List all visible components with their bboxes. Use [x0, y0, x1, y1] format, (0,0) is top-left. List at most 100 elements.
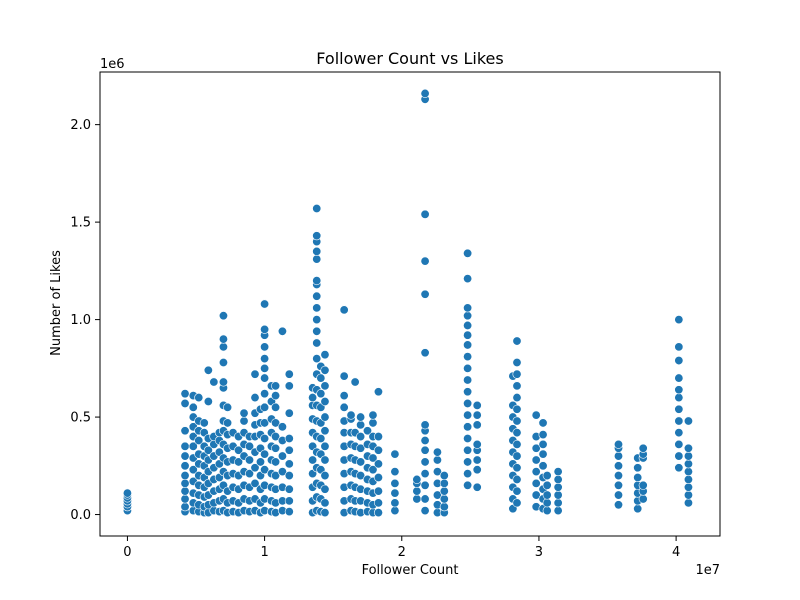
data-point — [346, 410, 356, 420]
data-point — [683, 498, 693, 508]
data-point — [420, 289, 430, 299]
data-point — [512, 404, 522, 414]
data-point — [432, 455, 442, 465]
data-point — [683, 443, 693, 453]
data-point — [260, 389, 270, 399]
data-point — [271, 443, 281, 453]
data-point — [180, 494, 190, 504]
data-point — [674, 315, 684, 325]
data-point — [542, 471, 552, 481]
y-tick-label: 1.0 — [70, 313, 91, 328]
data-point — [122, 488, 132, 498]
data-point — [356, 457, 366, 467]
data-point — [312, 354, 322, 364]
data-point — [271, 471, 281, 481]
data-point — [538, 430, 548, 440]
data-point — [320, 508, 330, 518]
plot-frame — [99, 71, 721, 537]
data-point — [512, 439, 522, 449]
data-point — [472, 465, 482, 475]
data-point — [463, 469, 473, 479]
data-point — [320, 412, 330, 422]
data-point — [312, 291, 322, 301]
data-point — [320, 471, 330, 481]
data-point — [472, 400, 482, 410]
data-point — [260, 363, 270, 373]
data-point — [390, 488, 400, 498]
data-point — [356, 432, 366, 442]
x-tick-label: 4 — [672, 545, 680, 560]
data-point — [553, 482, 563, 492]
data-point — [472, 482, 482, 492]
data-point — [320, 455, 330, 465]
data-point — [368, 418, 378, 428]
data-point — [320, 365, 330, 375]
data-point — [674, 428, 684, 438]
data-point — [312, 254, 322, 264]
data-point — [312, 203, 322, 213]
data-point — [284, 381, 294, 391]
data-point — [463, 274, 473, 284]
data-point — [538, 449, 548, 459]
data-point — [439, 486, 449, 496]
data-point — [420, 480, 430, 490]
data-point — [368, 465, 378, 475]
data-point — [633, 473, 643, 483]
data-point — [420, 445, 430, 455]
data-point — [260, 449, 270, 459]
data-point — [512, 474, 522, 484]
data-point — [390, 478, 400, 488]
data-point — [277, 422, 287, 432]
data-point — [463, 434, 473, 444]
data-point — [531, 478, 541, 488]
data-point — [390, 467, 400, 477]
data-point — [245, 469, 255, 479]
data-point — [350, 377, 360, 387]
data-point — [638, 494, 648, 504]
data-point — [194, 435, 204, 445]
data-point — [420, 88, 430, 98]
data-point — [613, 461, 623, 471]
data-point — [439, 478, 449, 488]
data-point — [260, 354, 270, 364]
data-point — [420, 506, 430, 516]
data-point — [613, 451, 623, 461]
data-point — [320, 426, 330, 436]
data-point — [531, 467, 541, 477]
data-point — [260, 342, 270, 352]
data-point — [463, 248, 473, 258]
data-point — [633, 463, 643, 473]
data-point — [674, 404, 684, 414]
data-point — [260, 418, 270, 428]
data-point — [373, 432, 383, 442]
data-point — [463, 320, 473, 330]
x-tick-label: 1 — [260, 545, 268, 560]
data-point — [320, 441, 330, 451]
data-point — [463, 410, 473, 420]
data-point — [674, 439, 684, 449]
data-point — [284, 496, 294, 506]
data-point — [538, 461, 548, 471]
data-point — [463, 375, 473, 385]
data-point — [512, 498, 522, 508]
data-point — [271, 391, 281, 401]
data-point — [420, 420, 430, 430]
data-point — [674, 463, 684, 473]
data-point — [316, 434, 326, 444]
data-point — [373, 445, 383, 455]
data-point — [284, 369, 294, 379]
data-point — [542, 490, 552, 500]
data-point — [553, 467, 563, 477]
data-point — [271, 457, 281, 467]
data-point — [432, 490, 442, 500]
data-point — [260, 324, 270, 334]
data-point — [284, 484, 294, 494]
data-point — [512, 451, 522, 461]
data-point — [373, 459, 383, 469]
data-point — [260, 373, 270, 383]
data-point — [180, 389, 190, 399]
data-point — [683, 474, 693, 484]
data-point — [538, 418, 548, 428]
